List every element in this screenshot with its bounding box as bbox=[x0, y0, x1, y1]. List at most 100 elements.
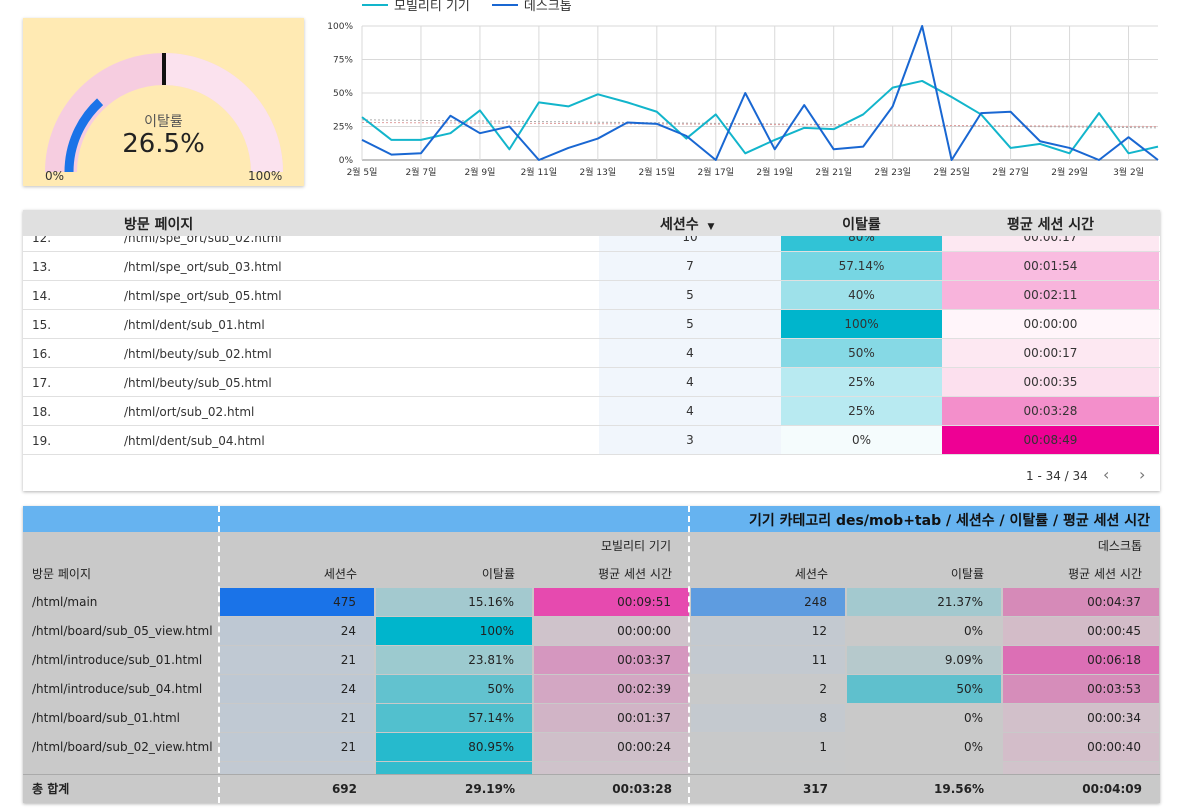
line-chart-plot: 0% 25% 50% 75% 100% 2월 5일 2월 7일 2월 9일 2월 11일 2월 1… bbox=[327, 22, 1159, 178]
chevron-right-icon[interactable]: › bbox=[1139, 465, 1146, 484]
col-header-page[interactable]: 방문 페이지 bbox=[32, 567, 92, 581]
sessions-cell: 5 bbox=[599, 281, 781, 309]
bounce-rate-cell: 57.14% bbox=[781, 252, 942, 280]
y-tick-label: 25% bbox=[333, 123, 353, 133]
y-tick-label: 75% bbox=[333, 56, 353, 66]
gauge-track-remaining bbox=[163, 53, 283, 173]
col-header-bounce[interactable]: 이탈률 bbox=[842, 217, 881, 233]
page-path: /html/introduce/sub_01.html bbox=[32, 653, 203, 667]
desktop-duration-cell: 00:03:53 bbox=[1003, 675, 1159, 703]
table-row[interactable]: 13. /html/spe_ort/sub_03.html 7 57.14% 00:01… bbox=[23, 252, 1160, 281]
mobile-bounce-cell: 100% bbox=[376, 617, 532, 645]
col-header-page[interactable]: 방문 페이지 bbox=[124, 217, 194, 233]
pivot-row[interactable]: /html/introduce/sub_04.html 24 50% 00:02:39… bbox=[23, 675, 1160, 704]
page-path: /html/beuty/sub_05.html bbox=[124, 376, 272, 390]
legend-swatch-mobile bbox=[362, 3, 388, 6]
mobile-bounce-cell: 15.16% bbox=[376, 588, 532, 616]
table-row[interactable]: 15. /html/dent/sub_01.html 5 100% 00:00:00 bbox=[23, 310, 1160, 339]
pivot-row[interactable]: /html/main 475 15.16% 00:09:51 248 21.37% 00:0… bbox=[23, 588, 1160, 617]
col-header-duration[interactable]: 평균 세션 시간 bbox=[1006, 217, 1095, 233]
pivot-title: 기기 카테고리 des/mob+tab / 세션수 / 이탈률 / 평균 세션 … bbox=[748, 513, 1150, 529]
x-tick-label: 2월 21일 bbox=[815, 166, 852, 178]
col-header-desktop-bounce[interactable]: 이탈률 bbox=[950, 567, 984, 581]
mobile-duration-cell: 00:02:39 bbox=[534, 675, 689, 703]
mobile-sessions-cell: 24 bbox=[220, 617, 374, 645]
total-mobile-sessions: 692 bbox=[331, 782, 357, 796]
desktop-bounce-cell: 50% bbox=[847, 675, 1001, 703]
desktop-duration-cell: 00:04:37 bbox=[1003, 588, 1159, 616]
row-number: 12. bbox=[32, 236, 52, 245]
x-tick-label: 2월 11일 bbox=[521, 166, 558, 178]
bounce-rate-cell: 40% bbox=[781, 281, 942, 309]
table-row[interactable]: 12. /html/spe_ort/sub_02.html 10 80% 00:00:1… bbox=[23, 236, 1160, 252]
avg-duration-cell: 00:00:17 bbox=[942, 339, 1159, 367]
total-mobile-bounce: 29.19% bbox=[465, 782, 515, 796]
table-body: 12./html/spe_ort/sub_02.html 10 80% 00:00:1… bbox=[23, 236, 1160, 460]
desktop-bounce-cell: 9.09% bbox=[847, 646, 1001, 674]
total-desktop-duration: 00:04:09 bbox=[1082, 782, 1142, 796]
sessions-cell: 5 bbox=[599, 310, 781, 338]
total-mobile-duration: 00:03:28 bbox=[612, 782, 672, 796]
legend-swatch-desktop bbox=[491, 3, 518, 6]
col-header-desktop-duration[interactable]: 평균 세션 시간 bbox=[1068, 567, 1142, 581]
page-path: /html/ort/sub_02.html bbox=[124, 405, 255, 419]
pivot-row[interactable]: /html/introduce/sub_01.html 21 23.81% 00:03… bbox=[23, 646, 1160, 675]
page-path: /html/dent/sub_01.html bbox=[124, 318, 265, 332]
col-header-mobile-sessions[interactable]: 세션수 bbox=[323, 567, 357, 581]
x-tick-label: 2월 13일 bbox=[580, 166, 617, 178]
chevron-left-icon[interactable]: ‹ bbox=[1103, 465, 1110, 484]
page-path: /html/spe_ort/sub_02.html bbox=[124, 236, 282, 245]
x-tick-label: 2월 9일 bbox=[464, 166, 495, 178]
landing-page-table: 방문 페이지 세션수 ▼ 이탈률 평균 세션 시간 12. /html/spe_o… bbox=[23, 210, 1160, 491]
table-row[interactable]: 18. /html/ort/sub_02.html 4 25% 00:03:28 bbox=[23, 397, 1160, 426]
desktop-sessions-cell: 1 bbox=[691, 733, 845, 761]
col-header-sessions[interactable]: 세션수 ▼ bbox=[660, 214, 714, 234]
avg-duration-cell: 00:02:11 bbox=[942, 281, 1159, 309]
mobile-sessions-cell: 475 bbox=[220, 588, 374, 616]
pivot-row[interactable]: /html/board/sub_02_view.html 21 80.95% 00:0… bbox=[23, 733, 1160, 762]
pivot-row[interactable]: /html/board/sub_01.html 21 57.14% 00:01:37 8… bbox=[23, 704, 1160, 733]
legend-item-desktop[interactable]: 데스크톱 bbox=[491, 0, 572, 14]
total-desktop-sessions: 317 bbox=[802, 782, 828, 796]
row-number: 19. bbox=[32, 434, 52, 448]
mobile-duration-cell: 00:03:37 bbox=[534, 646, 689, 674]
table-row[interactable]: 17. /html/beuty/sub_05.html 4 25% 00:00:35 bbox=[23, 368, 1160, 397]
group-header-desktop: 데스크톱 bbox=[1097, 539, 1142, 553]
legend-label-desktop: 데스크톱 bbox=[523, 0, 572, 14]
mobile-sessions-cell: 24 bbox=[220, 675, 374, 703]
gauge-fill bbox=[64, 98, 104, 173]
table-row[interactable]: 16. /html/beuty/sub_02.html 4 50% 00:00:17 bbox=[23, 339, 1160, 368]
col-header-mobile-bounce[interactable]: 이탈률 bbox=[481, 567, 515, 581]
y-tick-label: 50% bbox=[333, 89, 353, 99]
desktop-sessions-cell: 2 bbox=[691, 675, 845, 703]
sessions-cell: 3 bbox=[599, 426, 781, 454]
avg-duration-cell: 00:00:17 bbox=[942, 236, 1159, 251]
x-tick-label: 2월 27일 bbox=[992, 166, 1029, 178]
x-tick-label: 2월 7일 bbox=[406, 166, 437, 178]
total-label: 총 합계 bbox=[32, 782, 70, 796]
pivot-row[interactable]: /html/board/sub_05_view.html 24 100% 00:00:… bbox=[23, 617, 1160, 646]
page-path: /html/board/sub_05_view.html bbox=[32, 624, 213, 638]
y-tick-label: 100% bbox=[327, 22, 353, 32]
mobile-duration-cell: 00:00:00 bbox=[534, 617, 689, 645]
bounce-rate-cell: 25% bbox=[781, 368, 942, 396]
bounce-rate-cell: 50% bbox=[781, 339, 942, 367]
table-row[interactable]: 14. /html/spe_ort/sub_05.html 5 40% 00:02:11 bbox=[23, 281, 1160, 310]
y-tick-label: 0% bbox=[339, 156, 354, 166]
legend-item-mobile[interactable]: 모빌리티 기기 bbox=[362, 0, 470, 14]
col-header-desktop-sessions[interactable]: 세션수 bbox=[794, 567, 828, 581]
desktop-duration-cell: 00:00:40 bbox=[1003, 733, 1159, 761]
series-line-desktop bbox=[361, 25, 1159, 161]
x-tick-label: 2월 19일 bbox=[756, 166, 793, 178]
gauge-value: 26.5% bbox=[122, 129, 205, 159]
col-header-mobile-duration[interactable]: 평균 세션 시간 bbox=[598, 567, 672, 581]
group-header-mobile: 모빌리티 기기 bbox=[600, 539, 671, 553]
row-number: 14. bbox=[32, 289, 52, 303]
mobile-duration-cell: 00:09:51 bbox=[534, 588, 689, 616]
table-row[interactable]: 19. /html/dent/sub_04.html 3 0% 00:08:49 bbox=[23, 426, 1160, 455]
bounce-rate-cell: 0% bbox=[781, 426, 942, 454]
bounce-rate-cell: 25% bbox=[781, 397, 942, 425]
mobile-bounce-cell: 80.95% bbox=[376, 733, 532, 761]
page-path: /html/board/sub_01.html bbox=[32, 711, 181, 725]
row-number: 16. bbox=[32, 347, 52, 361]
